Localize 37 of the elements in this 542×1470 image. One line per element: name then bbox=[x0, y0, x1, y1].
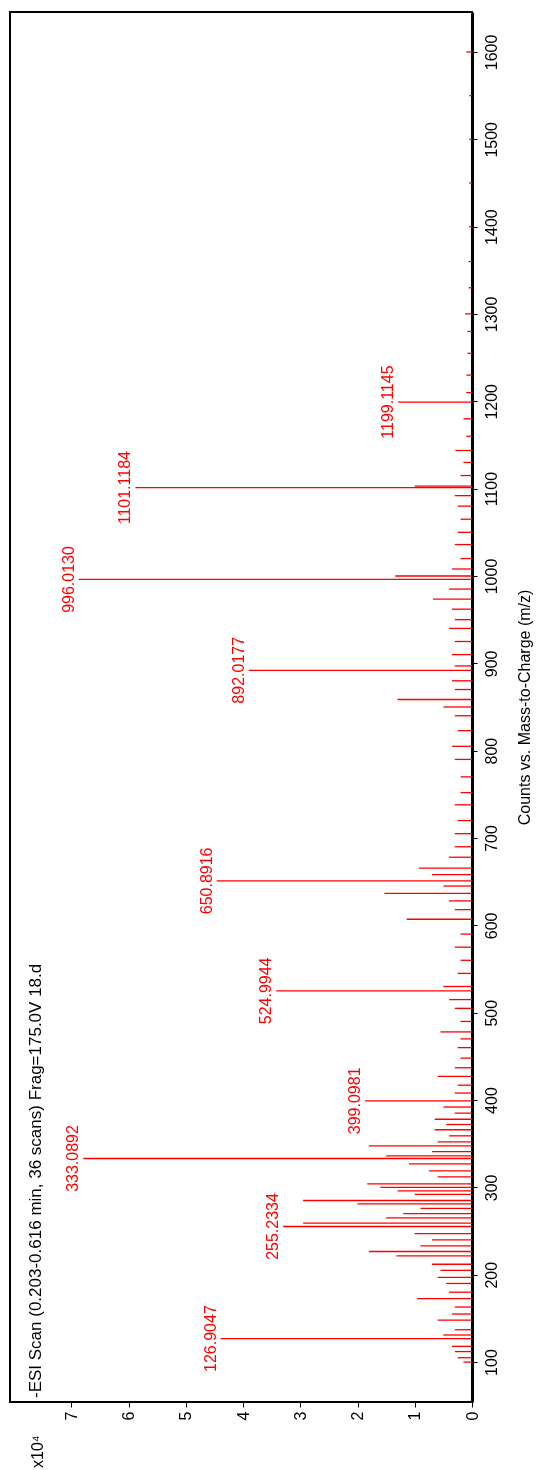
y-tick-label: 200 bbox=[482, 1261, 500, 1289]
annotation: 126.9047 bbox=[201, 1305, 219, 1372]
y-tick-label: 900 bbox=[482, 650, 500, 678]
y-tick-label: 400 bbox=[482, 1087, 500, 1114]
annotation: 399.0981 bbox=[345, 1067, 363, 1135]
annotation: 1199.1145 bbox=[379, 365, 397, 439]
annotation: 996.0130 bbox=[59, 546, 77, 613]
x-tick-label: 6 bbox=[120, 1411, 138, 1421]
x-tick-label: 3 bbox=[291, 1411, 309, 1421]
y-tick-label: 600 bbox=[482, 912, 500, 940]
y-tick-label: 1000 bbox=[482, 558, 500, 595]
x-tick-label: 0 bbox=[463, 1411, 481, 1421]
y-tick-label: 700 bbox=[482, 825, 500, 852]
y-tick-label: 1500 bbox=[482, 121, 500, 158]
x-tick-label: 5 bbox=[177, 1411, 195, 1421]
text: -ESI Scan (0.203-0.616 min, 36 scans) Frag=175.0V 18.d bbox=[26, 963, 45, 1398]
text: x10⁴ bbox=[29, 1435, 46, 1468]
y-tick-label: 800 bbox=[482, 737, 500, 765]
annotation: 255.2334 bbox=[264, 1193, 282, 1260]
annotation: 1101.1184 bbox=[116, 450, 134, 525]
y-tick-label: 300 bbox=[482, 1174, 500, 1202]
x-tick-label: 7 bbox=[62, 1411, 80, 1421]
x-tick-label: 1 bbox=[406, 1411, 424, 1421]
x-tick-label: 4 bbox=[234, 1411, 252, 1421]
y-tick-label: 1400 bbox=[482, 209, 500, 245]
y-tick-label: 100 bbox=[482, 1349, 500, 1376]
y-axis-title: Counts vs. Mass-to-Charge (m/z) bbox=[515, 589, 533, 826]
annotation: 650.8916 bbox=[197, 847, 215, 915]
y-tick-label: 500 bbox=[482, 999, 500, 1027]
annotation: 524.9944 bbox=[257, 957, 275, 1025]
y-tick-label: 1600 bbox=[482, 34, 500, 71]
y-tick-label: 1100 bbox=[482, 471, 500, 507]
annotation: 892.0177 bbox=[229, 636, 247, 704]
y-tick-label: 1300 bbox=[482, 296, 500, 333]
annotation: 333.0892 bbox=[64, 1125, 82, 1192]
y-tick-label: 1200 bbox=[482, 383, 500, 420]
x-tick-label: 2 bbox=[349, 1411, 366, 1421]
